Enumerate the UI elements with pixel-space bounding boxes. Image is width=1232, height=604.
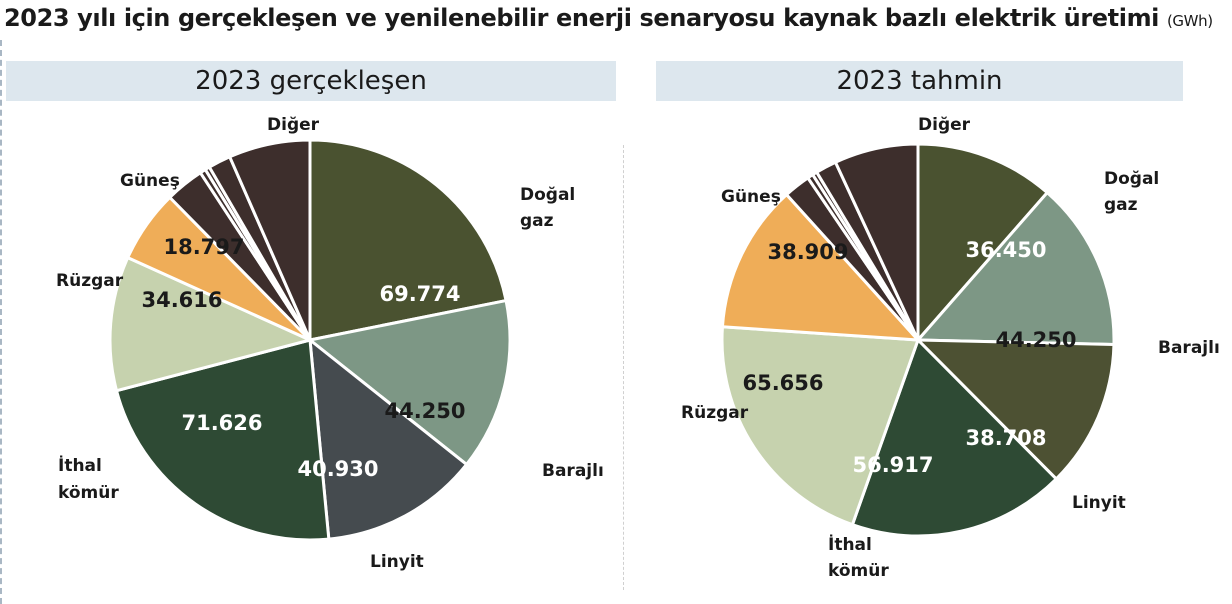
value-label-gunes: 18.797 <box>163 235 244 259</box>
pie-slice-ithal-komur <box>850 338 1058 538</box>
category-label-dogal-gaz-2: gaz <box>1104 195 1138 215</box>
category-label-diger: Diğer <box>267 115 320 135</box>
value-label-dogal-gaz: 69.774 <box>379 282 460 306</box>
pie-slice-ruzgar <box>720 325 920 527</box>
pie-slice-ruzgar <box>108 256 312 393</box>
category-label-barajli: Barajlı <box>1158 338 1220 358</box>
category-label-ithal-komur-2: kömür <box>828 561 889 581</box>
pie-chart-actual: Doğal gaz 69.774 Barajlı 44.250 Linyit 40.930 İ… <box>56 115 604 572</box>
value-label-ruzgar: 65.656 <box>742 371 823 395</box>
category-label-gunes: Güneş <box>120 171 180 191</box>
main-title: 2023 yılı için gerçekleşen ve yenilenebi… <box>4 4 1213 32</box>
category-label-ruzgar: Rüzgar <box>681 403 749 423</box>
category-label-barajli: Barajlı <box>542 461 604 481</box>
pie-slice-barajli <box>308 299 512 466</box>
category-label-diger: Diğer <box>918 115 971 135</box>
category-label-gunes: Güneş <box>721 187 781 207</box>
panel-divider <box>623 145 624 590</box>
value-label-barajli: 44.250 <box>995 328 1076 352</box>
category-label-dogal-gaz-2: gaz <box>520 211 554 231</box>
category-label-ithal-komur-2: kömür <box>58 483 119 503</box>
pie-slice-barajli <box>916 191 1116 347</box>
value-label-linyit: 40.930 <box>297 457 378 481</box>
value-label-ithal-komur: 71.626 <box>181 411 262 435</box>
category-label-linyit: Linyit <box>1072 493 1126 513</box>
category-label-ithal-komur-1: İthal <box>828 533 872 555</box>
value-label-ithal-komur: 56.917 <box>852 453 933 477</box>
category-label-dogal-gaz-1: Doğal <box>520 185 575 205</box>
value-label-barajli: 44.250 <box>384 399 465 423</box>
pie-slice-minor-10 <box>833 142 920 342</box>
main-title-text: 2023 yılı için gerçekleşen ve yenilenebi… <box>4 4 1160 32</box>
pie-chart-forecast: Doğal gaz 36.450 Barajlı 44.250 Linyit 38.708 İ… <box>681 115 1220 581</box>
value-label-ruzgar: 34.616 <box>141 288 222 312</box>
pie-slice-linyit <box>308 338 469 541</box>
value-label-dogal-gaz: 36.450 <box>965 238 1046 262</box>
pie-slice-minor-10 <box>228 138 312 342</box>
category-label-linyit: Linyit <box>370 552 424 572</box>
pie-slice-dogal-gaz <box>916 142 1049 342</box>
category-label-ithal-komur-1: İthal <box>58 454 102 476</box>
unit-label: (GWh) <box>1166 12 1213 30</box>
pie-slice-dogal-gaz <box>308 138 508 342</box>
left-edge-guide <box>0 40 2 604</box>
panel-header-forecast: 2023 tahmin <box>656 61 1183 101</box>
category-label-dogal-gaz-1: Doğal <box>1104 169 1159 189</box>
value-label-linyit: 38.708 <box>965 426 1046 450</box>
pie-slice-gunes <box>720 193 920 342</box>
panel-header-actual: 2023 gerçekleşen <box>6 61 616 101</box>
value-label-gunes: 38.909 <box>767 240 848 264</box>
category-label-ruzgar: Rüzgar <box>56 271 124 291</box>
pie-slice-ithal-komur <box>115 338 331 542</box>
pie-slice-linyit <box>916 338 1116 481</box>
